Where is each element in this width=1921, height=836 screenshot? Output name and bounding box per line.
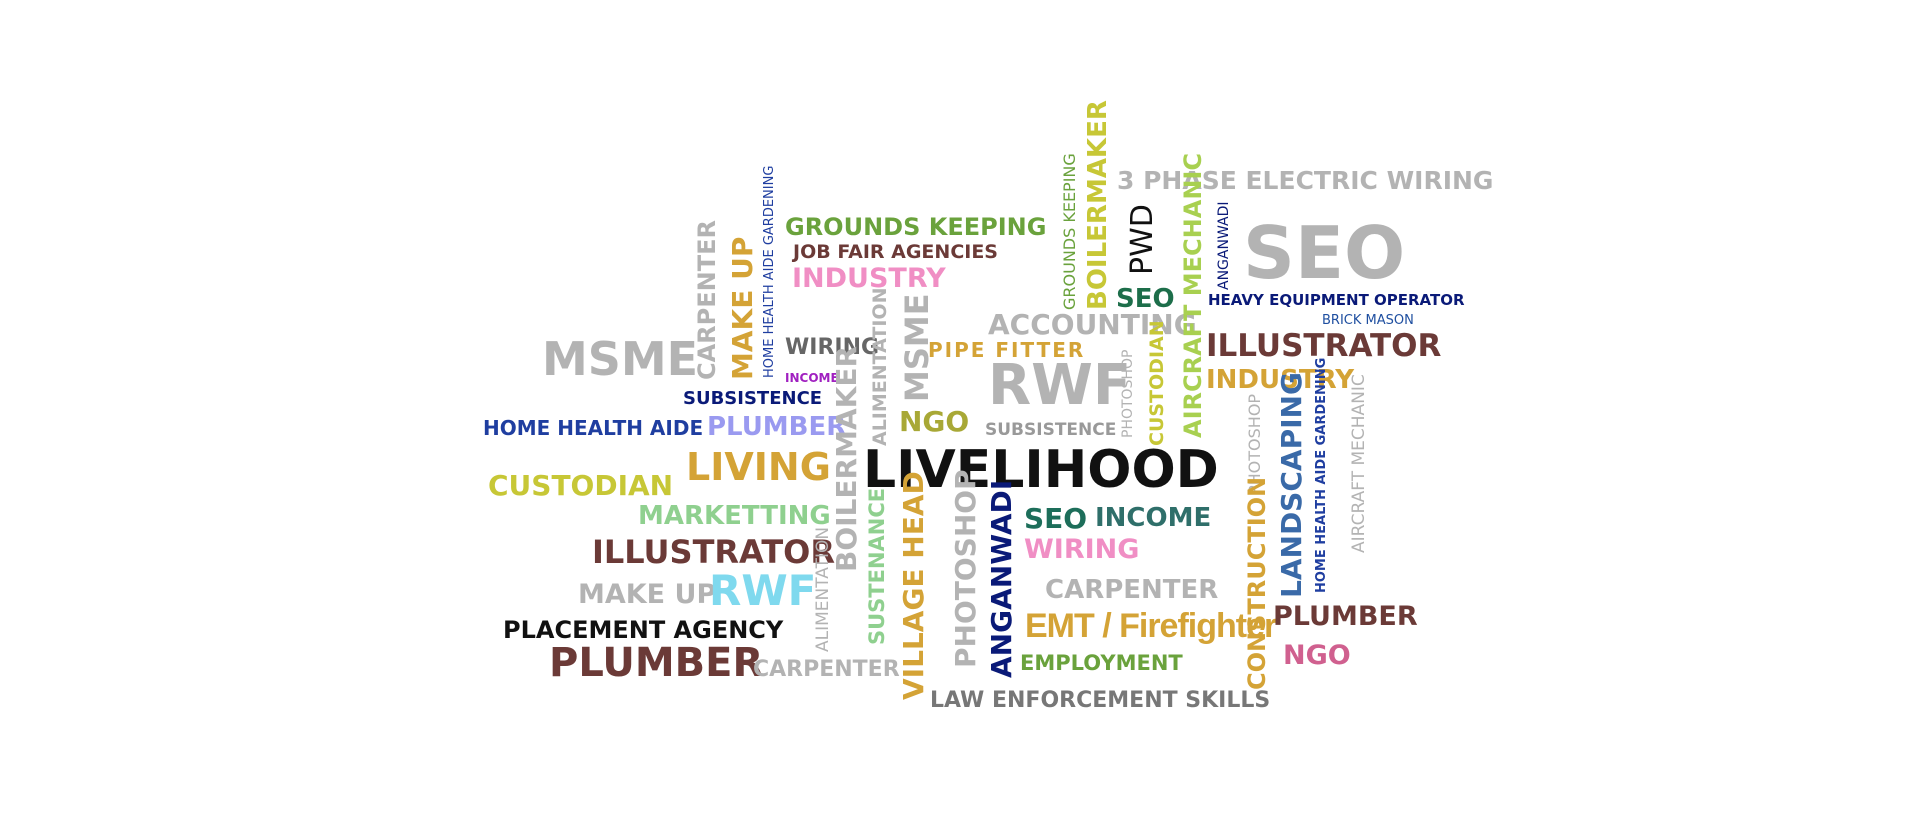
word-marketting: MARKETTING [638,501,831,531]
word-placement-agency: PLACEMENT AGENCY [503,616,784,644]
word-rwf-cyan: RWF [709,566,817,615]
word-grounds-keeping-vertical: GROUNDS KEEPING [1060,153,1079,310]
word-seo-teal: SEO [1024,502,1088,535]
word-industry-right: INDUSTRY [1206,365,1355,395]
word-income-small: INCOME [785,371,839,385]
word-sustenance: SUSTENANCE [865,487,889,645]
word-ngo-olive: NGO [899,405,970,438]
word-alimentation-lower: ALIMENTATION [813,526,833,652]
word-illustrator-right: ILLUSTRATOR [1206,328,1442,364]
word-make-up-gray: MAKE UP [578,579,717,610]
word-msme-vertical: MSME [898,293,936,402]
word-custodian-vertical: CUSTODIAN [1146,320,1168,446]
word-boilermaker-yellow: BOILERMAKER [1083,100,1113,310]
word-job-fair-agencies: JOB FAIR AGENCIES [793,241,998,263]
word-home-health-aide-gardening-right: HOME HEALTH AIDE GARDENING [1314,357,1329,593]
word-wiring-small: WIRING [785,335,880,360]
word-law-enforcement-skills: LAW ENFORCEMENT SKILLS [930,688,1271,713]
word-ngo-pink: NGO [1283,640,1351,671]
word-heavy-equipment-operator: HEAVY EQUIPMENT OPERATOR [1208,291,1465,309]
word-msme-left: MSME [542,332,699,386]
word-industry-pink: INDUSTRY [792,263,946,294]
word-emt-firefighter: EMT / Firefighter [1025,607,1277,645]
word-anganwadi-small: ANGANWADI [1216,201,1232,290]
word-employment: EMPLOYMENT [1020,651,1183,675]
word-village-head: VILLAGE HEAD [897,471,930,700]
word-home-health-aide-gardening-left: HOME HEALTH AIDE GARDENING [762,165,777,378]
word-photoshop-middle: PHOTOSHOP [949,469,982,668]
word-pwd: PWD [1125,204,1160,275]
word-plumber-lavender: PLUMBER [707,412,847,442]
word-carpenter-bottom: CARPENTER [753,657,900,682]
word-carpenter-middle: CARPENTER [1045,575,1219,605]
word-photoshop-small: PHOTOSHOP [1120,349,1136,438]
word-wiring-pink: WIRING [1024,534,1140,565]
word-subsistence-gray: SUBSISTENCE [985,420,1117,440]
word-subsistence-navy: SUBSISTENCE [683,388,823,409]
word-income-teal: INCOME [1095,503,1212,533]
word-carpenter-vertical: CARPENTER [693,220,721,380]
word-livelihood: LIVELIHOOD [863,440,1219,500]
word-brick-mason: BRICK MASON [1322,313,1414,328]
word-construction: CONSTRUCTION [1243,476,1271,690]
word-landscaping: LANDSCAPING [1275,372,1308,598]
word-rwf-gray: RWF [988,353,1132,418]
word-aircraft-mechanic-green: AIRCRAFT MECHANIC [1179,153,1207,438]
word-3-phase-electric-wiring: 3 PHASE ELECTRIC WIRING [1117,166,1494,195]
word-home-health-aide: HOME HEALTH AIDE [483,416,704,440]
word-boilermaker-gray: BOILERMAKER [830,345,863,572]
word-alimentation-upper: ALIMENTATION [869,287,891,446]
word-custodian: CUSTODIAN [488,469,674,502]
word-illustrator-left: ILLUSTRATOR [592,533,835,571]
word-plumber-large: PLUMBER [549,640,764,686]
word-seo-large: SEO [1243,211,1406,295]
word-accounting: ACCOUNTING [988,308,1197,341]
word-seo-green: SEO [1116,284,1175,314]
word-anganwadi-large: ANGANWADI [985,479,1018,678]
word-make-up-vertical: MAKE UP [726,236,759,380]
word-pipe-fitter: PIPE FITTER [928,338,1086,362]
word-plumber-right: PLUMBER [1273,601,1418,632]
word-living: LIVING [686,445,831,489]
word-grounds-keeping: GROUNDS KEEPING [785,213,1047,241]
word-aircraft-mechanic-gray: AIRCRAFT MECHANIC [1349,374,1369,553]
